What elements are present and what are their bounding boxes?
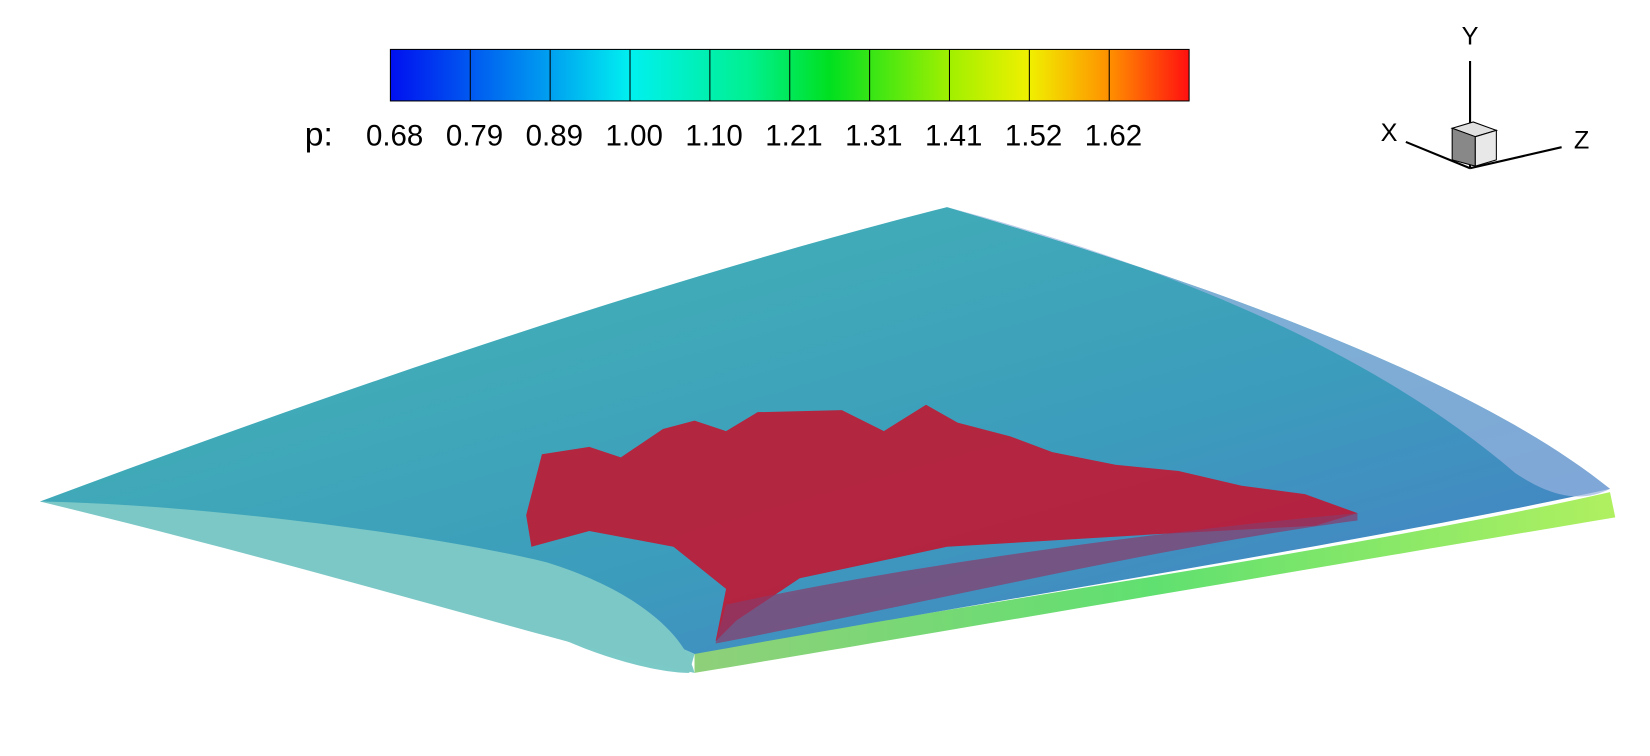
isosurface (526, 404, 1358, 642)
x-axis-line (1405, 140, 1471, 170)
colorbar-level: 0.89 (526, 120, 583, 153)
z-axis-line (1469, 146, 1562, 170)
colorbar-label: p: (305, 117, 333, 154)
colorbar-level: 1.21 (765, 120, 822, 153)
cube-right (1474, 129, 1497, 167)
wing-root-lobe (39, 501, 695, 673)
wing-lower-edge (694, 492, 1616, 673)
colorbar-level: 0.79 (446, 120, 503, 153)
colorbar-level: 1.10 (685, 120, 742, 153)
z-axis-label: Z (1574, 127, 1589, 155)
isosurface-shadow (715, 513, 1358, 644)
colorbar: p: 0.68 0.79 0.89 1.00 1.10 1.21 1.31 1.41 1.52 1… (305, 48, 1190, 154)
x-axis-label: X (1381, 119, 1398, 147)
axes-triad: Y X Z (1381, 23, 1589, 170)
colorbar-level: 0.68 (366, 120, 423, 153)
colorbar-level: 1.00 (606, 120, 663, 153)
colorbar-level: 1.62 (1085, 120, 1142, 153)
wing-tip-surface (947, 207, 1611, 497)
colorbar-level: 1.31 (845, 120, 902, 153)
colorbar-level: 1.52 (1005, 120, 1062, 153)
colorbar-level: 1.41 (925, 120, 982, 153)
wing (39, 207, 1616, 673)
y-axis-label: Y (1462, 23, 1479, 51)
